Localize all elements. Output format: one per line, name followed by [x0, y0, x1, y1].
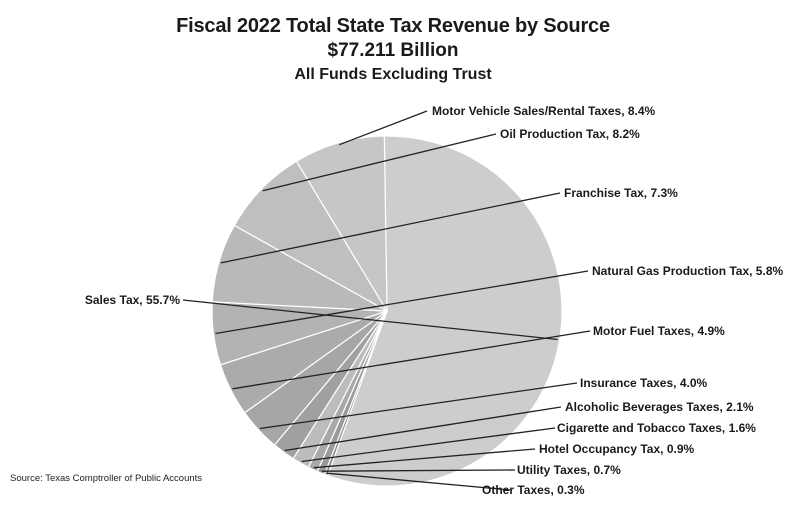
slice-label: Motor Vehicle Sales/Rental Taxes, 8.4% [432, 104, 656, 118]
leader-line [326, 472, 511, 491]
leader-line [182, 299, 558, 341]
pie-slice [295, 135, 388, 314]
slice-label: Other Taxes, 0.3% [482, 483, 585, 497]
slice-label: Oil Production Tax, 8.2% [500, 127, 640, 141]
leader-line [220, 192, 561, 264]
leader-line [232, 330, 591, 390]
leader-line [301, 427, 556, 463]
slice-label: Franchise Tax, 7.3% [564, 186, 678, 200]
slice-label: Alcoholic Beverages Taxes, 2.1% [565, 400, 754, 414]
chart-title: Fiscal 2022 Total State Tax Revenue by S… [176, 15, 610, 37]
slice-label: Hotel Occupancy Tax, 0.9% [539, 442, 694, 456]
slice-label: Motor Fuel Taxes, 4.9% [593, 324, 725, 338]
pie-slice [233, 160, 389, 313]
leader-line [284, 406, 562, 452]
pie-slices [211, 135, 563, 487]
leader-lines [182, 110, 591, 491]
source-note: Source: Texas Comptroller of Public Acco… [10, 473, 203, 484]
leader-line [215, 270, 589, 335]
slice-label: Utility Taxes, 0.7% [517, 463, 621, 477]
leader-line [321, 469, 516, 472]
slice-label: Insurance Taxes, 4.0% [580, 376, 708, 390]
slice-label: Cigarette and Tobacco Taxes, 1.6% [557, 421, 756, 435]
chart-subtitle-2: All Funds Excluding Trust [294, 66, 492, 83]
leader-line [262, 133, 497, 192]
chart-titles: Fiscal 2022 Total State Tax Revenue by S… [0, 14, 786, 87]
leader-line [313, 448, 536, 469]
slice-labels: Sales Tax, 55.7% Other Taxes, 0.3% Utility… [85, 104, 784, 497]
slice-label: Sales Tax, 55.7% [85, 293, 181, 307]
leader-line [259, 382, 578, 430]
slice-label: Natural Gas Production Tax, 5.8% [592, 264, 783, 278]
chart-subtitle: $77.211 Billion [327, 40, 459, 61]
leader-line [339, 110, 428, 146]
